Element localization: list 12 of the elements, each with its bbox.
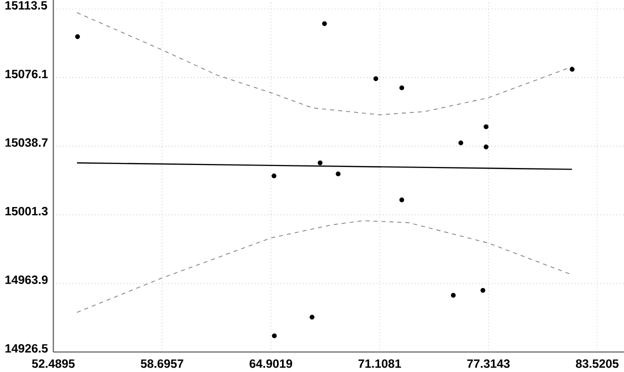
x-tick-label: 77.3143	[467, 359, 510, 368]
y-tick-label: 15001.3	[5, 206, 48, 216]
x-tick-label: 58.6957	[140, 359, 184, 368]
x-tick-label: 83.5205	[576, 359, 619, 368]
y-tick-label: 15038.7	[5, 138, 48, 147]
y-tick-label: 15076.1	[5, 70, 48, 78]
x-tick-label: 71.1081	[358, 359, 401, 368]
x-tick-label: 52.4895	[32, 359, 75, 368]
x-tick-label: 64.9019	[250, 359, 292, 368]
y-tick-label: 14963.9	[5, 276, 48, 284]
y-tick-label: 14926.5	[5, 344, 48, 353]
y-tick-label: 15113.5	[5, 1, 48, 10]
